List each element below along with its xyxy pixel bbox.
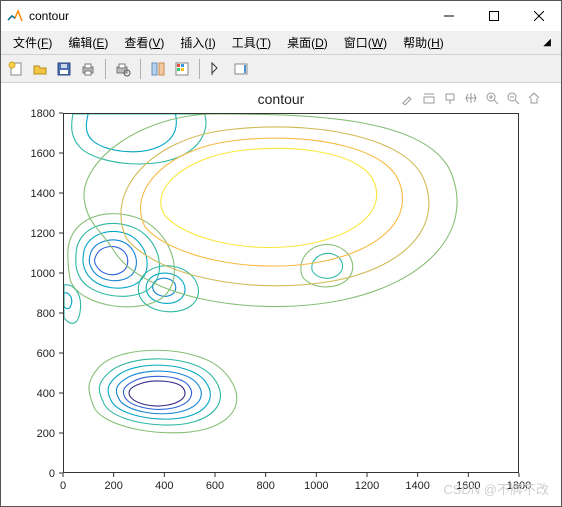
svg-text:1400: 1400: [405, 480, 429, 492]
svg-text:400: 400: [155, 480, 173, 492]
svg-text:1600: 1600: [31, 148, 55, 160]
print-button[interactable]: [77, 58, 99, 80]
link-axes-button[interactable]: [147, 58, 169, 80]
svg-text:1800: 1800: [31, 108, 55, 120]
svg-text:1400: 1400: [31, 188, 55, 200]
svg-text:800: 800: [256, 480, 274, 492]
svg-text:1000: 1000: [31, 268, 55, 280]
menu-w[interactable]: 窗口(W): [336, 32, 395, 53]
svg-text:1200: 1200: [31, 228, 55, 240]
svg-text:200: 200: [104, 480, 122, 492]
menubar: 文件(F)编辑(E)查看(V)插入(I)工具(T)桌面(D)窗口(W)帮助(H)…: [1, 31, 561, 55]
svg-text:0: 0: [60, 480, 66, 492]
toolbar-chevron-icon[interactable]: ◢: [537, 37, 557, 48]
matlab-icon: [7, 8, 23, 24]
maximize-button[interactable]: [471, 1, 516, 31]
menu-h[interactable]: 帮助(H): [395, 32, 452, 53]
menu-d[interactable]: 桌面(D): [279, 32, 336, 53]
edit-plot-button[interactable]: [206, 58, 228, 80]
print-preview-button[interactable]: [112, 58, 134, 80]
toolbar-separator: [105, 59, 106, 79]
minimize-button[interactable]: [426, 1, 471, 31]
menu-f[interactable]: 文件(F): [5, 32, 60, 53]
svg-text:200: 200: [37, 428, 55, 440]
close-button[interactable]: [516, 1, 561, 31]
menu-e[interactable]: 编辑(E): [60, 32, 116, 53]
new-figure-button[interactable]: [5, 58, 27, 80]
svg-text:1000: 1000: [304, 480, 328, 492]
color-order-button[interactable]: [171, 58, 193, 80]
svg-text:1200: 1200: [355, 480, 379, 492]
toolbar-separator: [140, 59, 141, 79]
figure-area: contour 02004006008001000120014001600180…: [1, 83, 561, 506]
figure-window: contour 文件(F)编辑(E)查看(V)插入(I)工具(T)桌面(D)窗口…: [0, 0, 562, 507]
menu-i[interactable]: 插入(I): [172, 32, 223, 53]
svg-text:600: 600: [37, 348, 55, 360]
menu-t[interactable]: 工具(T): [224, 32, 279, 53]
insert-colorbar-button[interactable]: [230, 58, 252, 80]
watermark-text: CSDN @不牌不改: [443, 479, 549, 498]
svg-text:800: 800: [37, 308, 55, 320]
svg-text:600: 600: [206, 480, 224, 492]
window-title: contour: [29, 9, 426, 23]
svg-text:0: 0: [49, 468, 55, 480]
menu-v[interactable]: 查看(V): [116, 32, 172, 53]
axis-ticks: 0 200 400 600 800 1000 1200 1400 1600 1800 0 200 400…: [1, 83, 541, 503]
toolbar: [1, 55, 561, 83]
toolbar-separator: [199, 59, 200, 79]
open-button[interactable]: [29, 58, 51, 80]
save-button[interactable]: [53, 58, 75, 80]
svg-text:400: 400: [37, 388, 55, 400]
titlebar: contour: [1, 1, 561, 31]
